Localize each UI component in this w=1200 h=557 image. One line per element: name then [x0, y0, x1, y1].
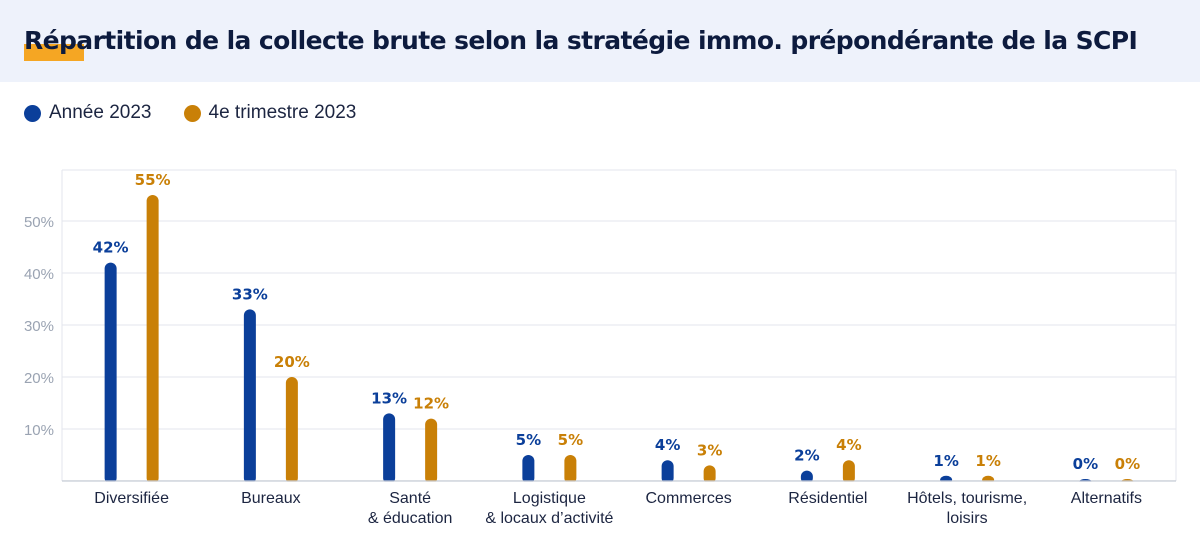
data-label: 4% [836, 436, 861, 454]
data-label: 42% [93, 239, 129, 257]
legend-label-series-1: Année 2023 [49, 102, 152, 123]
x-tick-label: Santé [389, 490, 431, 507]
title-accent [24, 44, 84, 61]
bar-annee-2023 [522, 455, 535, 484]
y-tick-label: 10% [24, 422, 54, 439]
legend-item-series-1: Année 2023 [24, 102, 152, 124]
bar-annee-2023 [104, 262, 117, 484]
bar-annee-2023 [661, 460, 674, 484]
bar-t4-2023 [703, 465, 716, 484]
bar-t4-2023 [564, 455, 577, 484]
x-tick-label: Commerces [646, 490, 732, 507]
legend-item-series-2: 4e trimestre 2023 [183, 102, 357, 124]
bar-annee-2023 [243, 309, 256, 484]
data-label: 33% [232, 285, 268, 303]
y-tick-label: 50% [24, 214, 54, 231]
data-label: 12% [413, 395, 449, 413]
x-tick-label: loisirs [947, 510, 988, 527]
x-tick-label: & locaux d’activité [485, 510, 613, 527]
bar-t4-2023 [842, 460, 855, 484]
legend-swatch-series-1 [24, 104, 41, 122]
y-tick-label: 30% [24, 318, 54, 335]
bar-t4-2023 [146, 195, 159, 484]
bar-annee-2023 [383, 413, 396, 484]
data-label: 20% [274, 353, 310, 371]
data-label: 4% [655, 436, 680, 454]
data-label: 5% [516, 431, 541, 449]
data-label: 3% [697, 441, 722, 459]
data-label: 1% [975, 452, 1000, 470]
legend-label-series-2: 4e trimestre 2023 [208, 102, 357, 123]
x-tick-label: & éducation [368, 510, 453, 527]
data-label: 5% [558, 431, 583, 449]
y-tick-label: 40% [24, 266, 54, 283]
header-band: Répartition de la collecte brute selon l… [0, 0, 1200, 82]
data-label: 0% [1115, 455, 1140, 473]
y-tick-label: 20% [24, 370, 54, 387]
bar-t4-2023 [425, 418, 438, 484]
x-tick-label: Bureaux [241, 490, 301, 507]
data-label: 55% [135, 171, 171, 189]
data-label: 1% [933, 452, 958, 470]
page-title: Répartition de la collecte brute selon l… [24, 26, 1138, 55]
data-label: 13% [371, 389, 407, 407]
data-label: 2% [794, 447, 819, 465]
axis-mask [62, 481, 1176, 486]
bar-t4-2023 [285, 377, 298, 484]
x-tick-label: Résidentiel [788, 490, 867, 507]
data-label: 0% [1073, 455, 1098, 473]
chart-legend: Année 2023 4e trimestre 2023 [24, 102, 356, 124]
x-tick-label: Hôtels, tourisme, [907, 490, 1027, 507]
x-tick-label: Diversifiée [94, 490, 169, 507]
legend-swatch-series-2 [183, 104, 201, 122]
x-tick-label: Alternatifs [1071, 490, 1142, 507]
x-tick-label: Logistique [513, 490, 586, 507]
